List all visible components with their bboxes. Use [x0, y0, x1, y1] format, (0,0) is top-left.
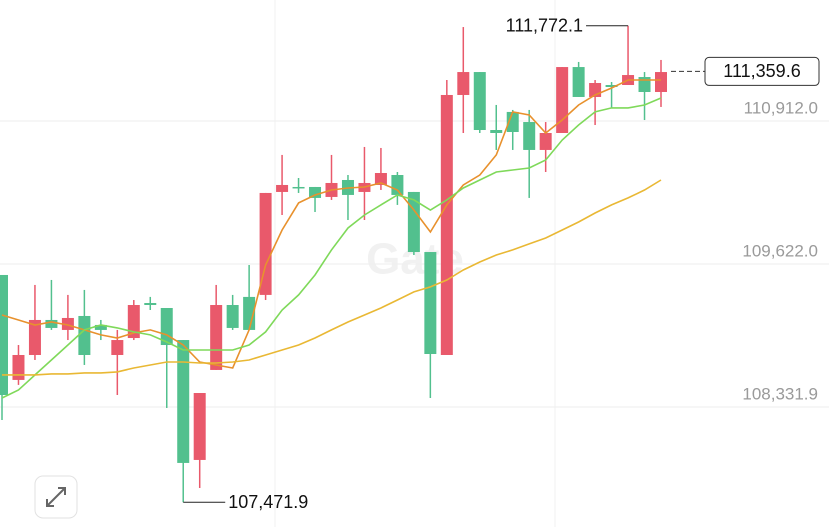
candle-body: [539, 132, 552, 150]
moving-average-line: [1, 97, 662, 399]
candle-body: [111, 340, 124, 355]
candle-body: [391, 175, 404, 195]
candle-body: [177, 340, 190, 463]
candle-body: [572, 67, 585, 97]
candle-body: [506, 111, 519, 132]
candle-body: [309, 186, 322, 198]
candle-body: [243, 296, 256, 330]
moving-average-line: [2, 179, 662, 376]
last-price-label: 111,359.6: [723, 61, 800, 81]
candle-body: [144, 303, 157, 306]
plot: 108,331.9 109,622.0 110,912.0 111,772.1 107,…: [0, 15, 829, 512]
candle-body: [490, 130, 503, 133]
candle-body: [160, 307, 173, 346]
candle-body: [0, 274, 8, 396]
candle-body: [28, 319, 41, 355]
candle-body: [78, 315, 91, 355]
min-label: 107,471.9: [228, 492, 308, 512]
candle-body: [605, 85, 618, 88]
y-tick-label: 109,622.0: [742, 241, 818, 260]
candle-body: [473, 72, 486, 131]
candle-body: [276, 184, 289, 192]
y-tick-label: 110,912.0: [744, 99, 818, 118]
candle-body: [12, 354, 25, 380]
y-tick-label: 108,331.9: [742, 384, 818, 403]
candle-body: [440, 94, 453, 355]
candle-body: [193, 393, 206, 460]
candle-body: [407, 191, 420, 253]
candle-body: [210, 305, 223, 370]
candle-body: [127, 305, 140, 339]
expand-button[interactable]: [34, 475, 78, 519]
last-price-box: [704, 56, 820, 86]
candle-body: [655, 72, 667, 92]
candle-body: [226, 305, 239, 328]
candle-body: [94, 324, 107, 330]
candle-body: [424, 252, 437, 354]
candle-body: [523, 122, 536, 150]
expand-icon[interactable]: [46, 487, 66, 507]
candle-body: [374, 173, 387, 185]
candle-body: [292, 186, 305, 189]
max-label: 111,772.1: [506, 15, 583, 35]
moving-average-line: [1, 79, 661, 369]
candle-body: [457, 72, 470, 95]
candle-body: [45, 319, 58, 328]
candle-body: [61, 317, 74, 330]
candle-body: [259, 192, 272, 295]
